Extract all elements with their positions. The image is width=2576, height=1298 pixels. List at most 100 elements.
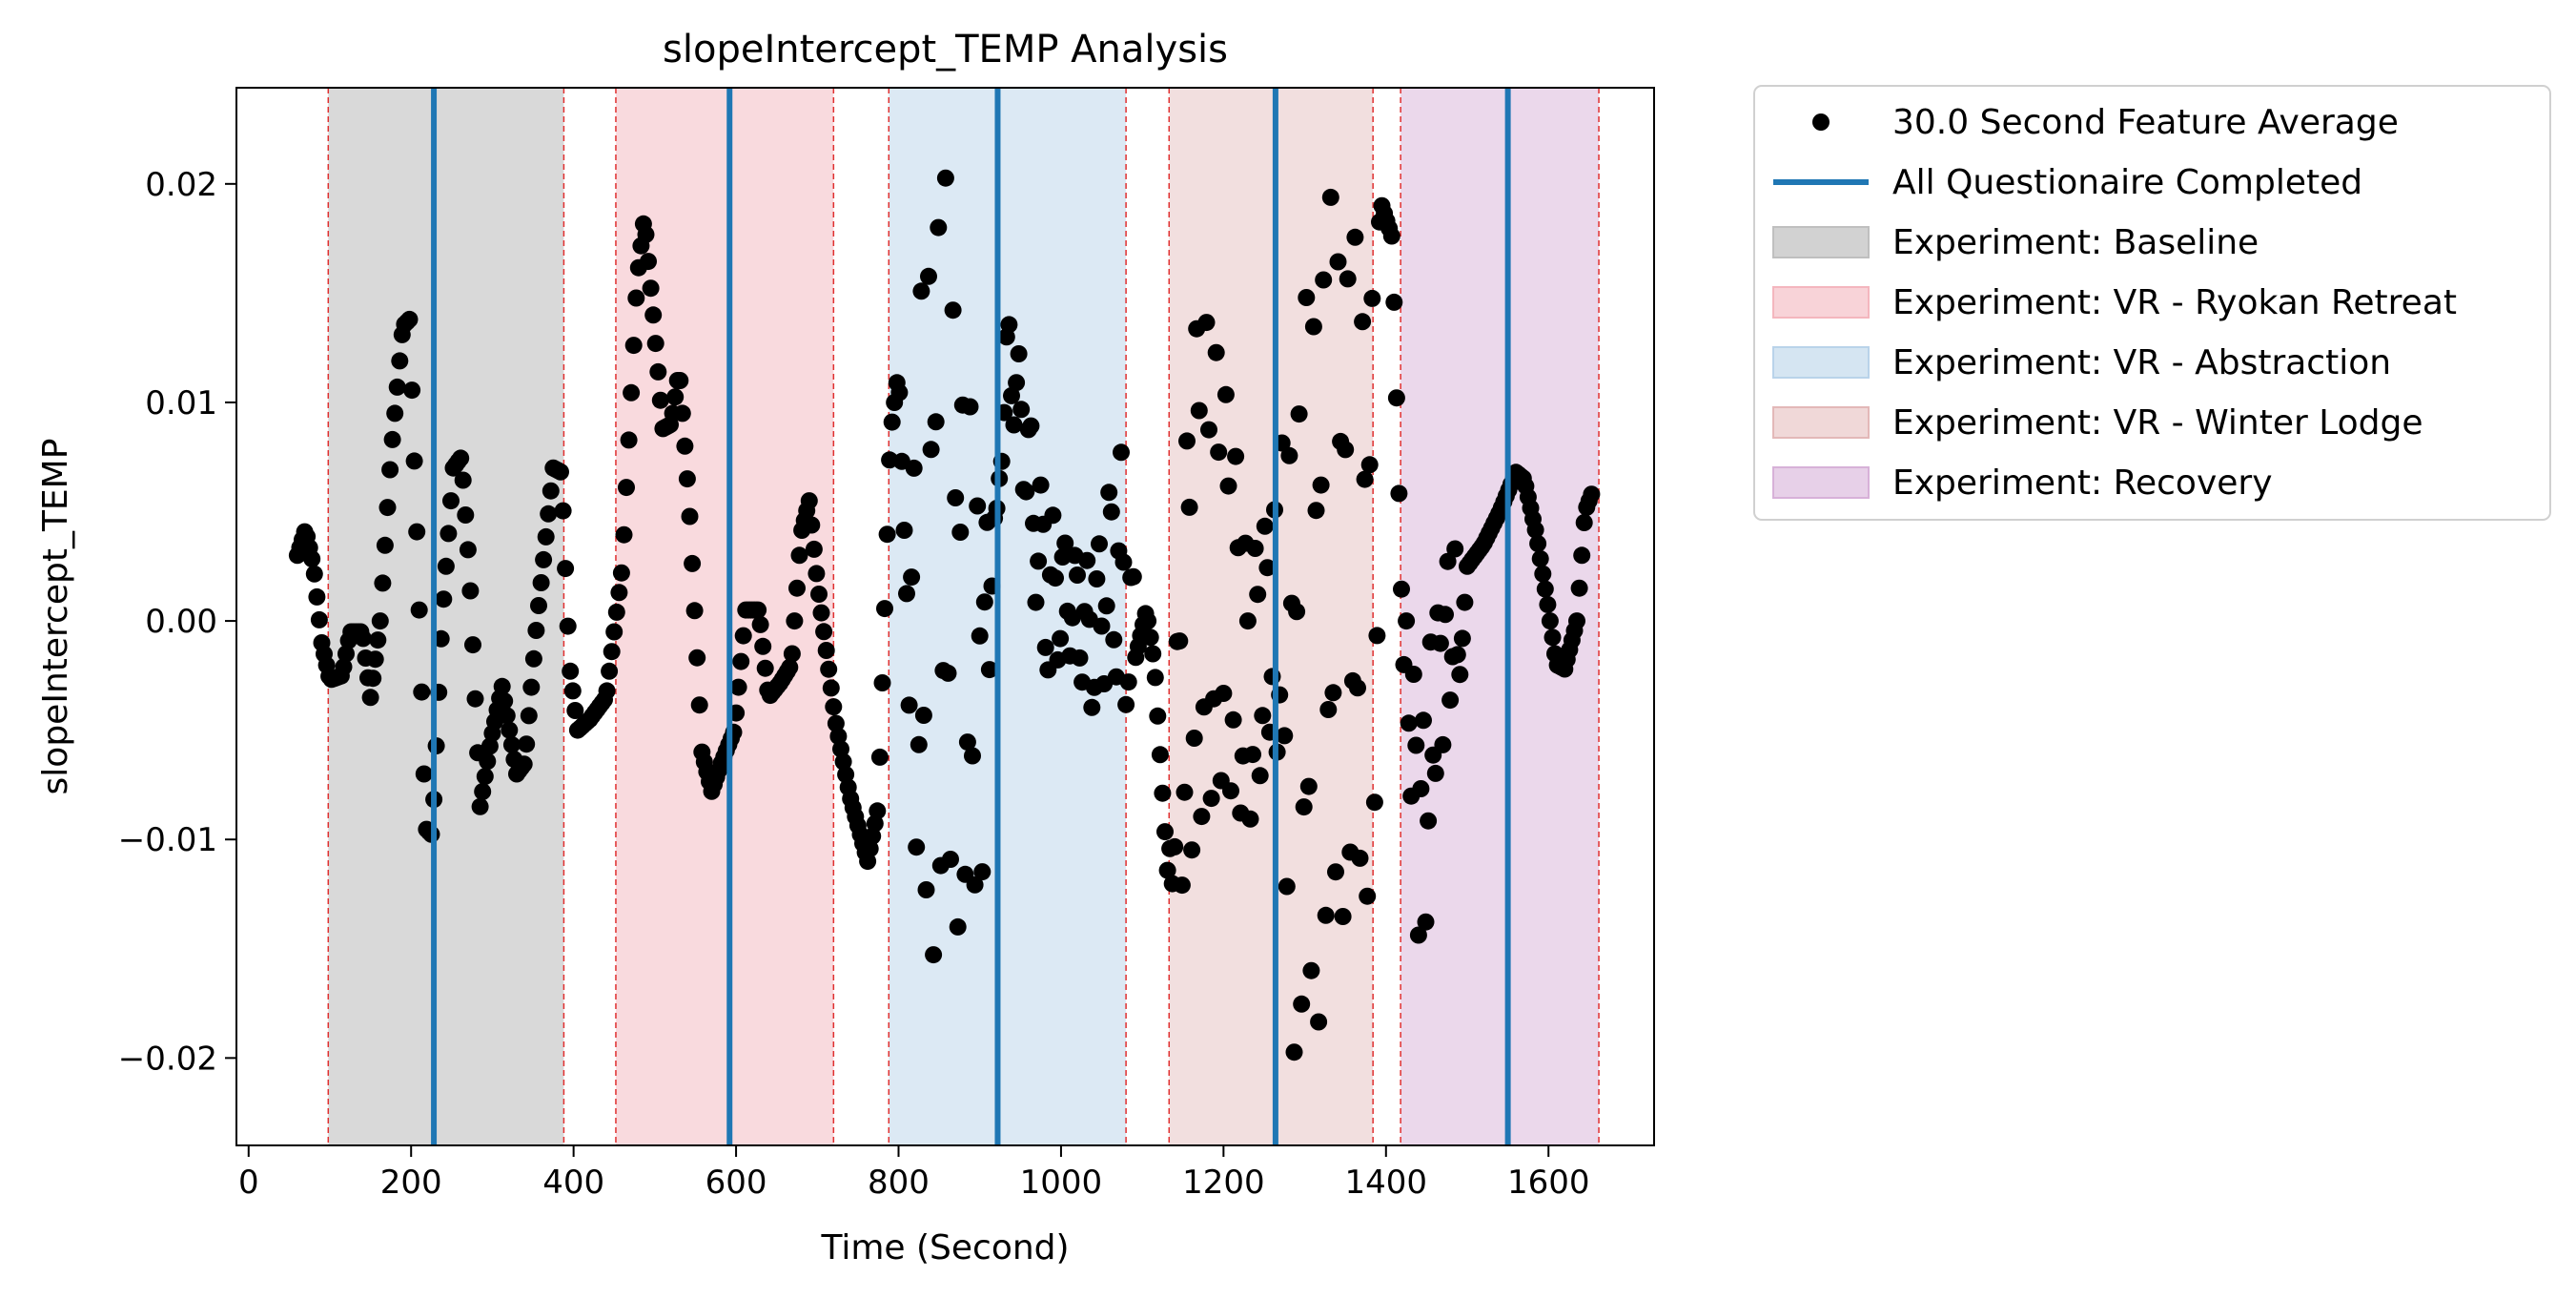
data-point	[1529, 535, 1547, 552]
data-point	[910, 735, 928, 753]
data-point	[1171, 632, 1189, 650]
data-point	[681, 507, 699, 525]
data-point	[502, 735, 521, 753]
data-point	[1431, 634, 1449, 652]
data-point	[415, 765, 433, 783]
x-tick-label: 1200	[1182, 1164, 1265, 1202]
data-point	[1285, 1043, 1303, 1061]
data-point	[936, 169, 954, 187]
y-tick-label: −0.01	[118, 821, 217, 859]
region-span	[328, 88, 564, 1145]
data-point	[637, 225, 655, 243]
data-point	[501, 721, 519, 739]
data-point	[914, 707, 932, 724]
data-point	[878, 525, 896, 544]
data-point	[369, 631, 387, 649]
data-point	[969, 497, 987, 515]
data-point	[479, 752, 497, 771]
data-point	[1409, 926, 1427, 944]
data-point	[905, 459, 923, 477]
data-point	[1531, 549, 1549, 567]
data-point	[944, 301, 962, 319]
data-point	[1420, 812, 1438, 830]
data-point	[922, 441, 940, 459]
data-point	[1539, 595, 1557, 613]
data-point	[1158, 861, 1176, 879]
data-point	[1412, 780, 1430, 797]
data-point	[942, 851, 959, 868]
data-point	[627, 289, 645, 307]
data-point	[1404, 666, 1422, 683]
legend-label: All Questionaire Completed	[1892, 163, 2362, 202]
data-point	[1093, 617, 1111, 635]
data-point	[603, 643, 621, 661]
data-point	[1575, 514, 1593, 531]
data-point	[961, 398, 979, 416]
data-point	[1526, 521, 1544, 539]
data-point	[832, 740, 849, 758]
data-point	[1091, 535, 1108, 553]
data-point	[471, 797, 489, 815]
data-point	[1185, 730, 1203, 747]
data-point	[1426, 764, 1444, 782]
data-point	[1334, 908, 1352, 925]
x-tick-label: 0	[238, 1164, 259, 1202]
data-point	[786, 612, 804, 630]
data-point	[930, 218, 948, 237]
data-point	[1387, 389, 1405, 407]
data-point	[1144, 645, 1162, 663]
data-point	[1307, 502, 1325, 520]
data-point	[1324, 684, 1342, 702]
data-point	[308, 587, 326, 606]
data-point	[949, 917, 967, 936]
data-point	[612, 564, 630, 582]
data-point	[925, 946, 943, 964]
data-point	[671, 372, 689, 389]
data-point	[1541, 612, 1559, 630]
data-point	[1573, 546, 1591, 565]
data-point	[1327, 863, 1344, 881]
x-tick-label: 1600	[1507, 1164, 1590, 1202]
data-point	[1036, 638, 1054, 656]
data-point	[1295, 798, 1313, 816]
data-point	[480, 737, 499, 755]
data-point	[461, 582, 480, 600]
legend-patch	[1772, 286, 1870, 319]
data-point	[607, 603, 625, 621]
data-point	[1299, 777, 1318, 795]
legend-marker	[1812, 113, 1830, 131]
data-point	[1360, 456, 1379, 474]
data-point	[803, 516, 821, 534]
data-point	[898, 585, 915, 603]
data-point	[1363, 289, 1381, 307]
data-point	[405, 452, 423, 470]
data-point	[1448, 646, 1466, 664]
plot-area-frame	[235, 87, 1655, 1146]
data-point	[1124, 567, 1142, 586]
x-tick-label: 1400	[1345, 1164, 1428, 1202]
data-point	[1012, 401, 1031, 419]
data-point	[1197, 314, 1216, 332]
legend-box	[1753, 85, 2551, 521]
data-point	[1114, 553, 1133, 571]
data-point	[518, 735, 536, 753]
data-point	[1359, 887, 1377, 905]
data-point	[1451, 666, 1469, 684]
data-point	[754, 637, 772, 655]
data-point	[388, 378, 406, 396]
legend-label: 30.0 Second Feature Average	[1892, 103, 2399, 142]
data-point	[1032, 476, 1050, 494]
data-point	[684, 554, 702, 572]
data-point	[980, 661, 998, 679]
data-point	[374, 574, 392, 592]
data-point	[1290, 405, 1308, 423]
legend-label: Experiment: VR - Abstraction	[1892, 343, 2391, 382]
data-point	[1097, 597, 1115, 615]
data-point	[566, 702, 584, 719]
data-point	[939, 664, 957, 682]
data-point	[474, 783, 492, 800]
data-point	[381, 461, 399, 479]
data-point	[1365, 793, 1383, 812]
data-point	[1156, 823, 1174, 841]
